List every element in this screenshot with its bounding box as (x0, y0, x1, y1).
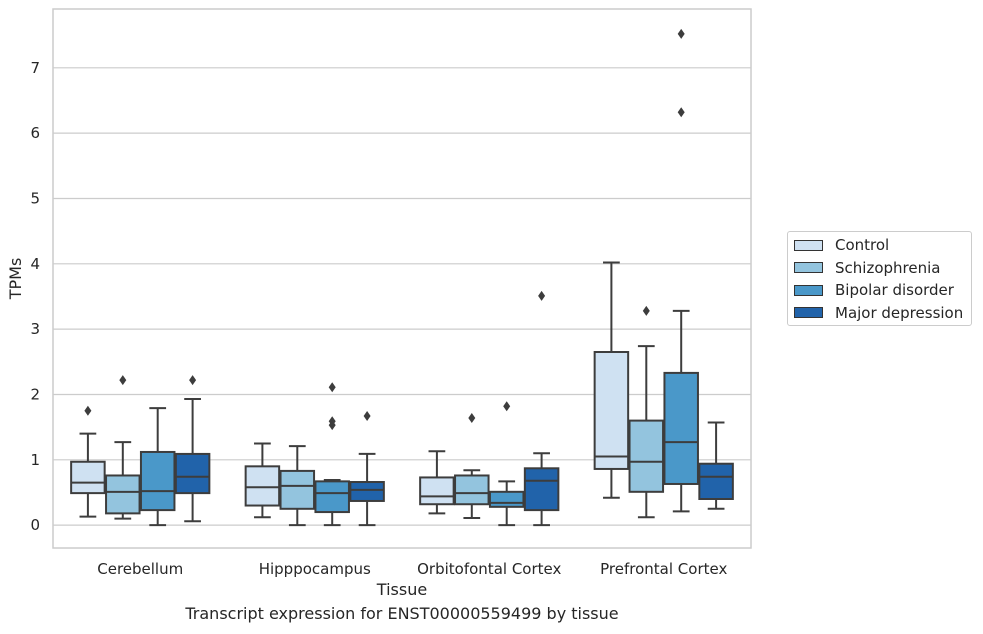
y-tick-label: 6 (30, 124, 40, 142)
legend-swatch (794, 239, 823, 251)
legend-item: Major depression (794, 303, 963, 323)
box (663, 371, 699, 485)
box (698, 462, 734, 500)
outlier-point (503, 401, 511, 412)
box (488, 490, 525, 508)
legend: Control Schizophrenia Bipolar disorder Majo… (787, 231, 972, 326)
box (349, 481, 385, 502)
outlier-point (677, 107, 685, 118)
legend-label: Major depression (835, 303, 964, 322)
legend-swatch (794, 262, 823, 273)
box (593, 351, 630, 470)
y-tick-label: 3 (30, 320, 40, 338)
y-tick-label: 4 (30, 255, 40, 273)
box (314, 480, 350, 514)
legend-swatch (794, 284, 823, 296)
x-tick-label: Orbitofontal Cortex (417, 560, 561, 578)
x-axis-label: Tissue (376, 580, 427, 599)
outlier-point (363, 411, 371, 422)
outlier-point (328, 382, 336, 393)
y-tick-label: 7 (30, 59, 40, 77)
y-tick-label: 0 (30, 516, 40, 534)
legend-item: Bipolar disorder (794, 280, 954, 300)
y-tick-label: 2 (30, 385, 40, 403)
box (139, 450, 176, 512)
box (70, 460, 106, 495)
outlier-point (328, 416, 336, 427)
outlier-point (538, 290, 546, 301)
legend-label: Bipolar disorder (835, 281, 954, 299)
box (174, 452, 211, 495)
legend-swatch (794, 307, 823, 318)
box (454, 474, 490, 506)
outlier-point (677, 28, 685, 39)
legend-item: Control (794, 235, 889, 255)
box (279, 469, 316, 510)
y-tick-label: 1 (30, 451, 40, 469)
legend-item: Schizophrenia (794, 258, 940, 278)
outlier-point (642, 305, 650, 316)
box (628, 419, 665, 493)
outlier-point (468, 412, 476, 423)
y-axis-label: TPMs (6, 258, 25, 301)
chart-caption: Transcript expression for ENST0000055949… (185, 604, 619, 623)
box (244, 465, 281, 507)
x-tick-label: Prefrontal Cortex (600, 560, 727, 578)
outlier-point (84, 405, 92, 416)
y-tick-label: 5 (30, 189, 40, 207)
legend-label: Schizophrenia (835, 258, 941, 277)
x-tick-label: Hipppocampus (259, 560, 371, 578)
x-tick-label: Cerebellum (97, 560, 183, 578)
outlier-point (119, 375, 127, 386)
legend-label: Control (835, 236, 890, 254)
plot-frame (52, 8, 752, 549)
box (105, 474, 141, 515)
box (419, 476, 455, 506)
outlier-point (189, 375, 197, 386)
box (523, 467, 560, 512)
